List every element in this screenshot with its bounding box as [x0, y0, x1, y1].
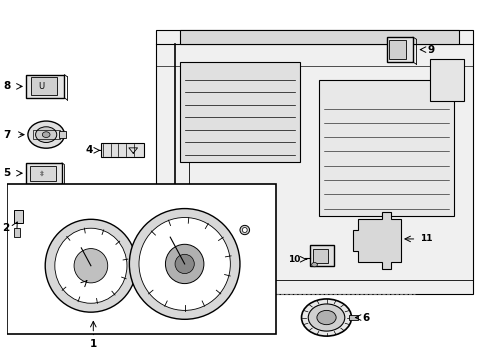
Bar [14, 210, 22, 223]
Bar [31, 77, 57, 95]
Bar [180, 62, 300, 162]
Bar [7, 184, 275, 334]
Text: 1: 1 [89, 339, 97, 349]
Polygon shape [352, 212, 400, 269]
Text: 5: 5 [3, 168, 11, 178]
Bar [33, 130, 60, 139]
Ellipse shape [240, 225, 249, 235]
Ellipse shape [45, 219, 136, 312]
Bar [309, 245, 333, 266]
Text: 2: 2 [2, 223, 9, 233]
Bar [101, 143, 143, 157]
Bar [386, 37, 412, 62]
Bar [319, 80, 453, 216]
Ellipse shape [316, 310, 335, 325]
Ellipse shape [55, 228, 127, 303]
Ellipse shape [165, 244, 203, 284]
Bar [26, 163, 62, 184]
Text: 3: 3 [74, 280, 81, 291]
Bar [30, 166, 56, 181]
Text: 4: 4 [86, 145, 93, 156]
Ellipse shape [242, 228, 246, 233]
Bar [429, 59, 463, 102]
Text: 7: 7 [3, 130, 11, 140]
Ellipse shape [311, 262, 317, 267]
Text: 9: 9 [427, 45, 434, 55]
Ellipse shape [175, 254, 194, 274]
Text: 8: 8 [3, 81, 11, 91]
Bar [14, 228, 20, 237]
Bar [180, 30, 458, 44]
Ellipse shape [139, 217, 230, 310]
Ellipse shape [42, 132, 50, 138]
Polygon shape [156, 30, 472, 294]
Bar [348, 315, 357, 320]
Ellipse shape [74, 249, 107, 283]
Bar [312, 249, 328, 263]
Bar [26, 75, 64, 98]
Ellipse shape [28, 121, 64, 148]
Ellipse shape [301, 299, 351, 336]
Text: 11: 11 [419, 234, 432, 243]
Bar [388, 40, 405, 59]
Text: ⇳: ⇳ [39, 170, 44, 176]
Text: 6: 6 [362, 312, 369, 323]
Text: 10: 10 [287, 255, 300, 264]
Text: U: U [38, 82, 44, 91]
Bar [59, 131, 66, 138]
Ellipse shape [36, 127, 57, 143]
Ellipse shape [129, 208, 240, 319]
Ellipse shape [307, 304, 344, 331]
